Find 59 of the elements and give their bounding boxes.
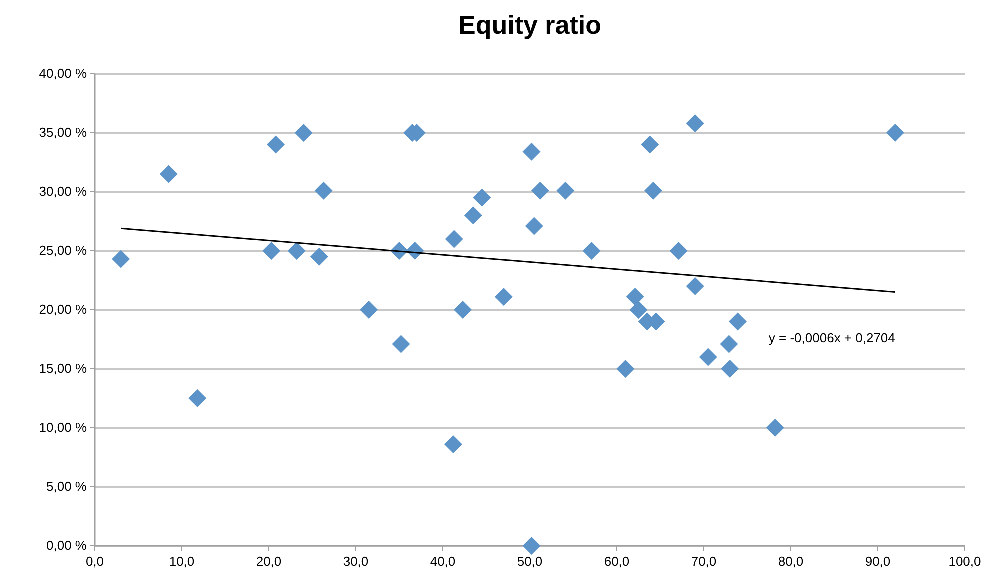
point: [686, 277, 704, 296]
y-tick-label: 30,00 %: [39, 184, 88, 199]
point: [626, 288, 644, 306]
point: [494, 288, 513, 306]
x-tick-label: 70,0: [691, 554, 717, 569]
x-tick-label: 100,0: [948, 554, 982, 569]
point: [720, 335, 738, 354]
x-tick-label: 10,0: [169, 554, 195, 569]
y-tick-label: 15,00 %: [39, 361, 88, 376]
point: [766, 419, 784, 437]
x-tick-label: 50,0: [517, 554, 543, 569]
y-tick-label: 35,00 %: [39, 125, 88, 140]
y-tick-label: 5,00 %: [46, 479, 88, 494]
point: [699, 348, 718, 366]
point: [522, 142, 541, 161]
point: [525, 217, 544, 236]
point: [454, 301, 472, 319]
x-tick-label: 40,0: [430, 554, 456, 569]
y-tick-label: 40,00 %: [39, 66, 88, 81]
point: [160, 165, 178, 184]
y-tick-label: 0,00 %: [46, 538, 88, 553]
point: [473, 188, 492, 207]
point: [294, 124, 313, 142]
point: [266, 136, 285, 154]
annotation: y = -0,0006x + 0,2704: [768, 330, 896, 346]
point: [728, 312, 747, 331]
point: [392, 335, 410, 354]
x-tick-label: 0,0: [86, 554, 104, 569]
point: [464, 206, 482, 225]
point: [641, 136, 660, 154]
point: [616, 360, 635, 378]
point: [522, 537, 541, 555]
point: [721, 360, 740, 378]
point: [582, 242, 601, 260]
point: [310, 248, 328, 266]
y-tick-label: 25,00 %: [39, 243, 88, 258]
point: [288, 242, 306, 260]
point: [531, 182, 550, 200]
point: [644, 182, 663, 200]
point: [188, 390, 207, 408]
point: [686, 114, 704, 133]
point: [886, 124, 904, 142]
x-tick-label: 90,0: [865, 554, 891, 569]
point: [556, 182, 575, 200]
x-tick-label: 80,0: [778, 554, 804, 569]
y-tick-label: 10,00 %: [39, 420, 88, 435]
x-tick-label: 60,0: [604, 554, 630, 569]
point: [444, 436, 462, 454]
point: [670, 242, 688, 260]
chart-title: Equity ratio: [458, 10, 602, 40]
point: [630, 301, 648, 319]
point: [262, 242, 281, 260]
x-tick-label: 30,0: [343, 554, 369, 569]
point: [112, 250, 130, 268]
point: [360, 301, 378, 319]
x-tick-label: 20,0: [256, 554, 282, 569]
y-tick-label: 20,00 %: [39, 302, 88, 317]
point: [314, 182, 333, 200]
point: [445, 230, 464, 248]
